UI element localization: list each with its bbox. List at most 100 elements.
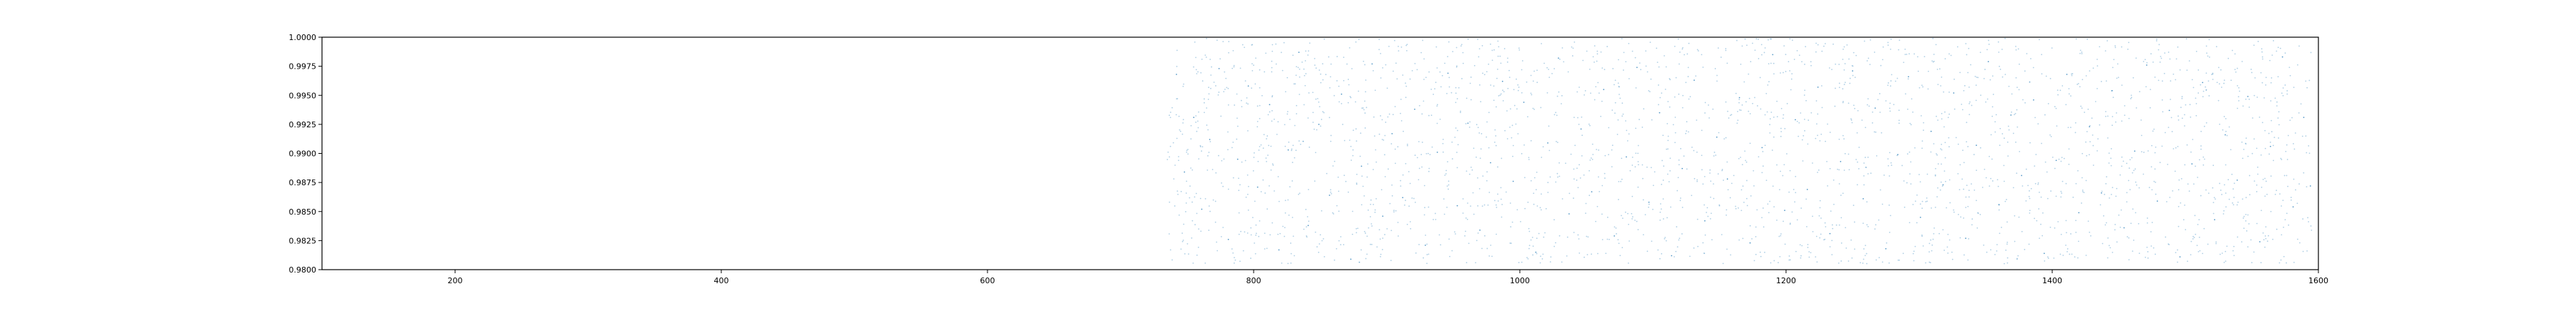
data-point: [1856, 184, 1858, 186]
data-point: [1340, 102, 1342, 104]
data-point: [1487, 204, 1489, 206]
data-point: [1682, 207, 1684, 208]
data-point: [1260, 191, 1262, 192]
data-point: [1299, 76, 1301, 78]
data-point: [1234, 257, 1235, 259]
data-point: [1340, 93, 1342, 95]
data-point: [1617, 82, 1619, 84]
data-point: [2156, 38, 2157, 40]
data-point: [1334, 259, 1335, 261]
data-point: [2250, 69, 2252, 70]
data-point: [2034, 182, 2036, 185]
data-point: [1271, 120, 1273, 122]
data-point: [2284, 84, 2286, 86]
data-point: [1666, 148, 1667, 150]
data-point: [1244, 80, 1246, 82]
data-point: [1218, 92, 1220, 93]
data-point: [1221, 182, 1222, 184]
data-point: [1374, 135, 1376, 137]
data-point: [2179, 69, 2181, 71]
data-point: [1561, 103, 1562, 104]
data-point: [2219, 253, 2221, 255]
data-point: [2056, 125, 2058, 127]
data-point: [1977, 212, 1979, 214]
data-point: [1312, 92, 1314, 94]
data-point: [2110, 148, 2112, 149]
data-point: [1206, 37, 1208, 39]
data-point: [1696, 119, 1697, 121]
data-point: [1806, 225, 1807, 227]
data-point: [2167, 164, 2169, 165]
data-point: [1840, 195, 1842, 196]
data-point: [1808, 256, 1810, 258]
data-point: [2006, 262, 2009, 264]
data-point: [1790, 222, 1791, 225]
data-point: [1750, 195, 1752, 197]
data-point: [1806, 188, 1808, 190]
data-point: [2054, 106, 2056, 107]
data-point: [2264, 195, 2266, 197]
data-point: [1941, 185, 1943, 187]
data-point: [2270, 142, 2271, 143]
data-point: [1867, 98, 1869, 100]
data-point: [2197, 177, 2199, 178]
data-point: [2220, 190, 2222, 191]
data-point: [1718, 132, 1719, 134]
data-point: [2070, 95, 2072, 97]
data-point: [1306, 236, 1308, 238]
data-point: [1996, 244, 1998, 245]
data-point: [1465, 97, 1468, 99]
data-point: [1556, 142, 1558, 144]
data-point: [2293, 262, 2295, 263]
data-point: [2226, 134, 2228, 137]
data-point: [1538, 232, 1540, 235]
data-point: [2270, 100, 2272, 102]
data-point: [2186, 144, 2188, 146]
data-point: [1745, 160, 1747, 162]
data-point: [1693, 79, 1695, 82]
data-point: [1355, 41, 1357, 43]
data-point: [1342, 244, 1345, 245]
x-tick-label: 1400: [2042, 276, 2062, 285]
data-point: [1967, 72, 1969, 74]
data-point: [1267, 114, 1269, 116]
data-point: [1617, 59, 1619, 61]
data-point: [1976, 77, 1978, 78]
data-point: [1782, 72, 1784, 74]
data-point: [1521, 92, 1523, 94]
data-point: [1743, 202, 1745, 203]
data-point: [2207, 80, 2210, 82]
data-point: [2295, 132, 2296, 134]
data-point: [1979, 52, 1981, 54]
data-point: [1704, 220, 1706, 222]
data-point: [1275, 63, 1277, 65]
data-point: [2159, 62, 2161, 63]
data-point: [1919, 181, 1921, 183]
data-point: [1439, 118, 1441, 120]
data-point: [1986, 49, 1988, 51]
data-point: [1969, 101, 1971, 103]
data-point: [1965, 43, 1967, 44]
data-point: [1601, 100, 1603, 102]
data-point: [1421, 113, 1423, 115]
data-point: [1810, 112, 1813, 114]
data-point: [1824, 238, 1826, 240]
data-point: [1409, 221, 1411, 222]
data-point: [1406, 49, 1407, 52]
data-point: [2293, 143, 2294, 144]
data-point: [2054, 167, 2056, 170]
data-point: [1812, 215, 1813, 217]
data-point: [1651, 119, 1653, 121]
data-point: [2135, 168, 2136, 170]
data-point: [2007, 155, 2009, 157]
data-point: [1957, 143, 1959, 145]
data-point: [1928, 242, 1931, 245]
data-point: [1787, 61, 1790, 63]
data-point: [2275, 228, 2278, 230]
data-point: [1553, 219, 1555, 221]
data-point: [1865, 263, 1868, 265]
data-point: [2072, 73, 2074, 74]
data-point: [1819, 237, 1821, 239]
data-point: [1314, 152, 1317, 154]
data-point: [1337, 190, 1340, 192]
